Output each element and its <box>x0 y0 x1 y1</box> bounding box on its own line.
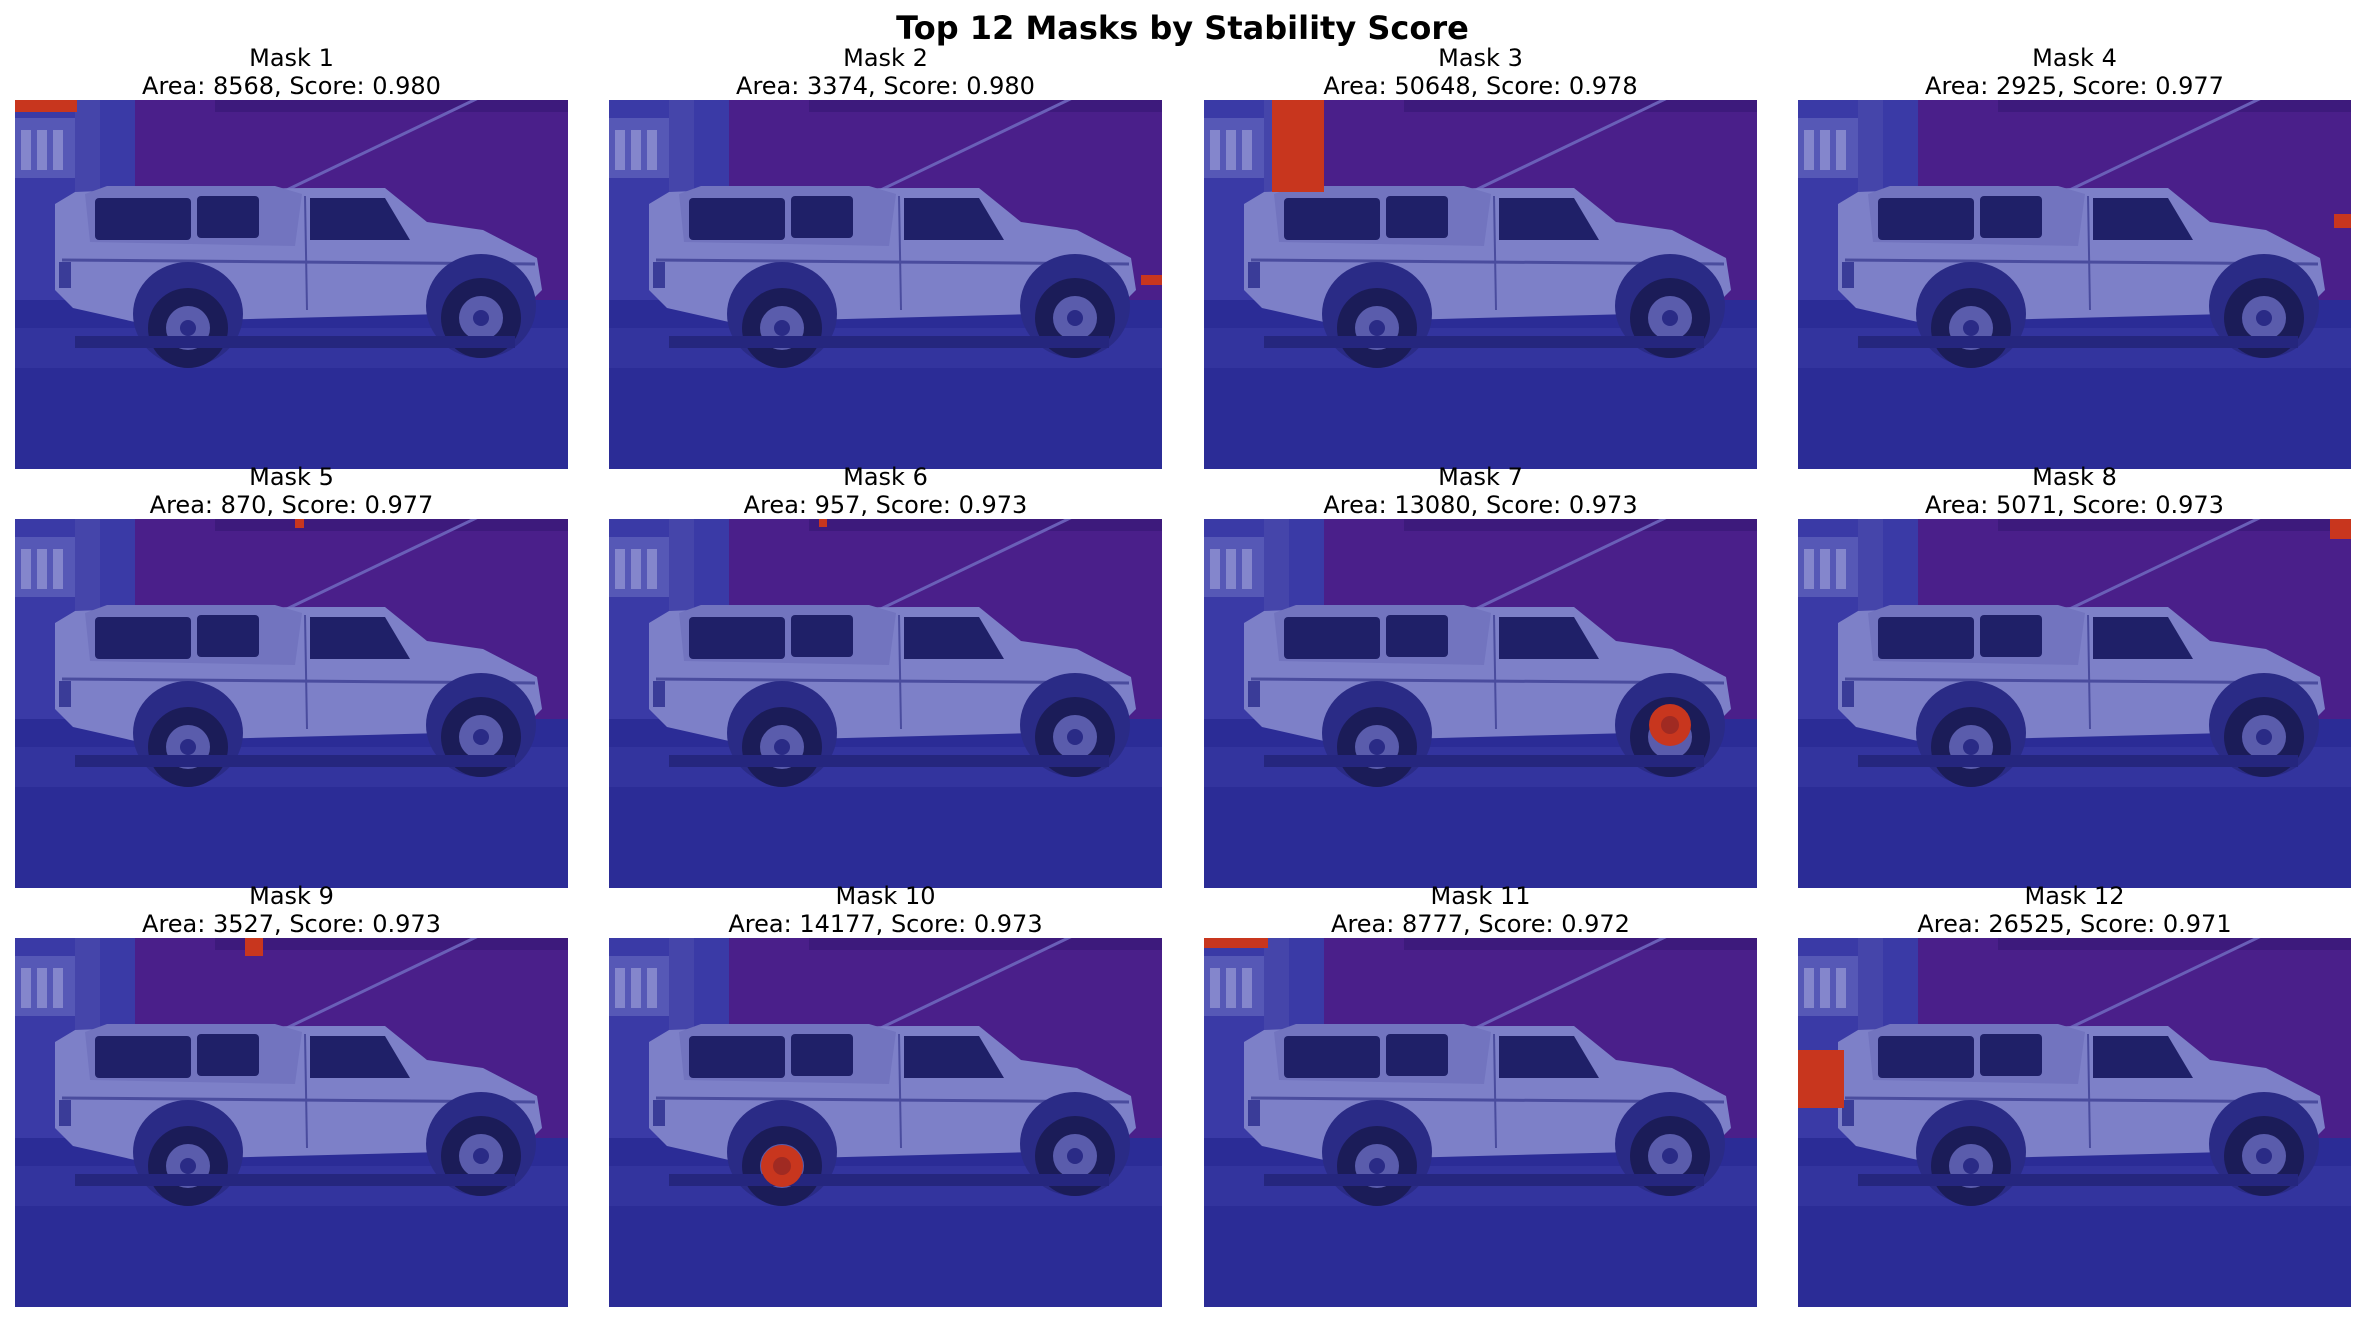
mask-stats: Area: 5071, Score: 0.973 <box>1798 491 2351 519</box>
mask-panel-4: Mask 4 Area: 2925, Score: 0.977 <box>1798 44 2351 469</box>
mask-stats: Area: 3527, Score: 0.973 <box>15 910 568 938</box>
mask-overlay-image <box>15 100 568 469</box>
mask-label: Mask 12 <box>1798 882 2351 910</box>
mask-region <box>15 100 77 112</box>
mask-panel-2: Mask 2 Area: 3374, Score: 0.980 <box>609 44 1162 469</box>
mask-overlay-image <box>609 519 1162 888</box>
mask-region <box>819 519 827 527</box>
mask-label: Mask 1 <box>15 44 568 72</box>
mask-overlay-image <box>1798 519 2351 888</box>
mask-panel-7: Mask 7 Area: 13080, Score: 0.973 <box>1204 463 1757 888</box>
mask-label: Mask 11 <box>1204 882 1757 910</box>
mask-label: Mask 8 <box>1798 463 2351 491</box>
mask-stats: Area: 26525, Score: 0.971 <box>1798 910 2351 938</box>
mask-overlay-image <box>1798 100 2351 469</box>
mask-overlay-image <box>15 519 568 888</box>
mask-region <box>1141 275 1162 285</box>
mask-stats: Area: 870, Score: 0.977 <box>15 491 568 519</box>
mask-title: Mask 5 Area: 870, Score: 0.977 <box>15 463 568 519</box>
mask-overlay-image <box>609 938 1162 1307</box>
mask-title: Mask 7 Area: 13080, Score: 0.973 <box>1204 463 1757 519</box>
mask-stats: Area: 8568, Score: 0.980 <box>15 72 568 100</box>
mask-label: Mask 2 <box>609 44 1162 72</box>
mask-panel-5: Mask 5 Area: 870, Score: 0.977 <box>15 463 568 888</box>
mask-panel-6: Mask 6 Area: 957, Score: 0.973 <box>609 463 1162 888</box>
mask-region <box>2330 519 2351 539</box>
mask-region <box>2334 214 2351 228</box>
mask-region <box>245 938 263 956</box>
mask-label: Mask 4 <box>1798 44 2351 72</box>
mask-overlay-image <box>1204 938 1757 1307</box>
mask-label: Mask 7 <box>1204 463 1757 491</box>
mask-title: Mask 2 Area: 3374, Score: 0.980 <box>609 44 1162 100</box>
mask-region-hub <box>773 1157 791 1175</box>
mask-title: Mask 1 Area: 8568, Score: 0.980 <box>15 44 568 100</box>
mask-title: Mask 6 Area: 957, Score: 0.973 <box>609 463 1162 519</box>
mask-region <box>1798 1050 1844 1108</box>
mask-title: Mask 3 Area: 50648, Score: 0.978 <box>1204 44 1757 100</box>
mask-overlay-image <box>609 100 1162 469</box>
mask-label: Mask 3 <box>1204 44 1757 72</box>
mask-panel-8: Mask 8 Area: 5071, Score: 0.973 <box>1798 463 2351 888</box>
mask-panel-3: Mask 3 Area: 50648, Score: 0.978 <box>1204 44 1757 469</box>
mask-label: Mask 5 <box>15 463 568 491</box>
mask-title: Mask 4 Area: 2925, Score: 0.977 <box>1798 44 2351 100</box>
mask-panel-11: Mask 11 Area: 8777, Score: 0.972 <box>1204 882 1757 1307</box>
mask-label: Mask 6 <box>609 463 1162 491</box>
mask-stats: Area: 2925, Score: 0.977 <box>1798 72 2351 100</box>
mask-title: Mask 12 Area: 26525, Score: 0.971 <box>1798 882 2351 938</box>
mask-region <box>1204 938 1268 948</box>
mask-title: Mask 10 Area: 14177, Score: 0.973 <box>609 882 1162 938</box>
mask-title: Mask 8 Area: 5071, Score: 0.973 <box>1798 463 2351 519</box>
mask-region <box>1272 100 1324 192</box>
mask-label: Mask 10 <box>609 882 1162 910</box>
mask-overlay-image <box>1798 938 2351 1307</box>
mask-region-hub <box>1661 716 1679 734</box>
mask-panel-9: Mask 9 Area: 3527, Score: 0.973 <box>15 882 568 1307</box>
mask-panel-10: Mask 10 Area: 14177, Score: 0.973 <box>609 882 1162 1307</box>
figure-title: Top 12 Masks by Stability Score <box>0 8 2365 48</box>
mask-stats: Area: 14177, Score: 0.973 <box>609 910 1162 938</box>
mask-overlay-image <box>1204 100 1757 469</box>
mask-stats: Area: 50648, Score: 0.978 <box>1204 72 1757 100</box>
mask-region <box>295 519 304 528</box>
mask-stats: Area: 957, Score: 0.973 <box>609 491 1162 519</box>
mask-stats: Area: 3374, Score: 0.980 <box>609 72 1162 100</box>
mask-title: Mask 11 Area: 8777, Score: 0.972 <box>1204 882 1757 938</box>
mask-stats: Area: 8777, Score: 0.972 <box>1204 910 1757 938</box>
mask-label: Mask 9 <box>15 882 568 910</box>
mask-panel-1: Mask 1 Area: 8568, Score: 0.980 <box>15 44 568 469</box>
mask-overlay-image <box>15 938 568 1307</box>
mask-overlay-image <box>1204 519 1757 888</box>
mask-title: Mask 9 Area: 3527, Score: 0.973 <box>15 882 568 938</box>
mask-panel-12: Mask 12 Area: 26525, Score: 0.971 <box>1798 882 2351 1307</box>
mask-stats: Area: 13080, Score: 0.973 <box>1204 491 1757 519</box>
